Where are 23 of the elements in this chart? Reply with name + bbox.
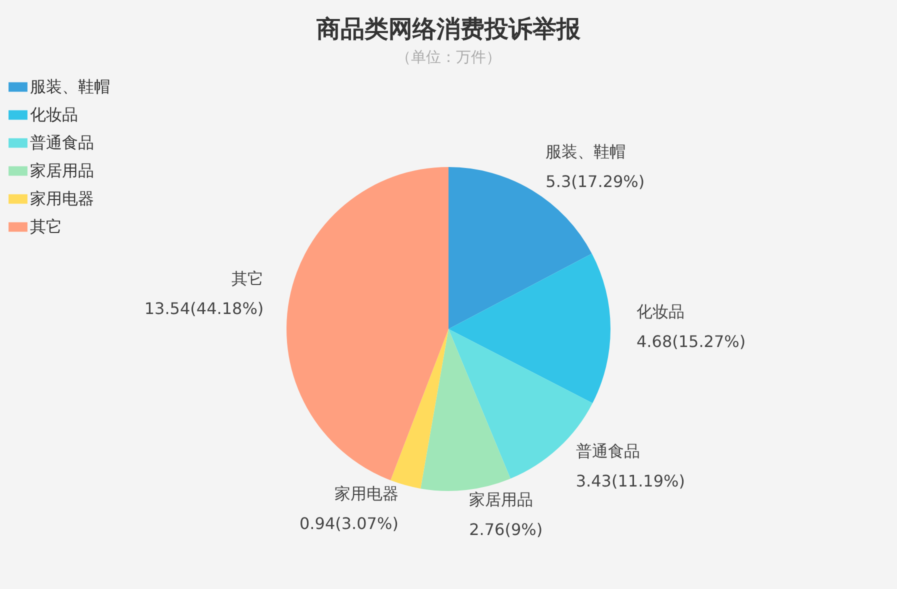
legend-label: 化妆品	[30, 105, 78, 124]
pie-slice	[286, 167, 448, 480]
data-label: 13.54(44.18%)	[144, 298, 264, 318]
legend-label: 其它	[30, 217, 62, 236]
pie-slice	[420, 329, 510, 491]
chart-title: 商品类网络消费投诉举报	[316, 15, 582, 43]
legend-label: 服装、鞋帽	[30, 77, 110, 96]
slice-label: 服装、鞋帽	[546, 142, 626, 162]
data-label: 5.3(17.29%)	[546, 172, 645, 192]
chart-subtitle: （单位：万件）	[396, 48, 501, 66]
slice-label: 普通食品	[576, 441, 640, 460]
legend-label: 家居用品	[30, 161, 94, 180]
data-label: 2.76(9%)	[469, 520, 543, 539]
legend-label: 家用电器	[30, 189, 94, 208]
legend-label: 普通食品	[30, 133, 94, 152]
pie-slice	[448, 254, 610, 404]
data-label: 0.94(3.07%)	[299, 514, 398, 534]
slice-label: 化妆品	[636, 302, 684, 322]
slice-label: 其它	[232, 268, 264, 288]
slice-label: 家用电器	[334, 484, 398, 504]
slice-label: 家居用品	[469, 490, 534, 509]
data-label: 4.68(15.27%)	[636, 332, 746, 352]
data-label: 3.43(11.19%)	[576, 471, 685, 490]
